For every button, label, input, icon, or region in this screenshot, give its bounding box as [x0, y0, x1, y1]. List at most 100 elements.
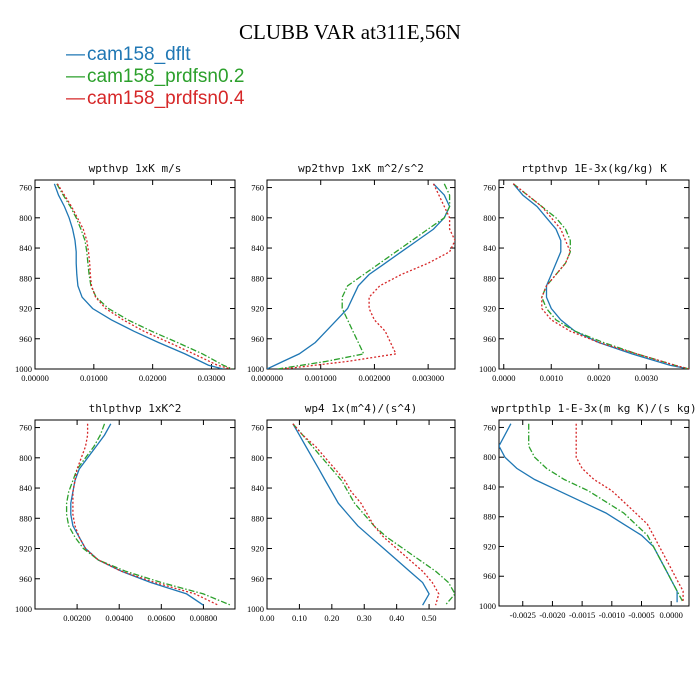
- series-line-cam158_prdfsn0.2: [277, 183, 451, 369]
- y-tick-label: 800: [19, 453, 32, 463]
- x-tick-label: 0.003000: [412, 373, 444, 383]
- y-tick-label: 760: [483, 422, 496, 432]
- series-line-cam158_prdfsn0.2: [512, 183, 689, 369]
- legend-label: cam158_dflt: [87, 44, 191, 65]
- y-tick-label: 920: [19, 304, 32, 314]
- legend: — cam158_dflt — cam158_prdfsn0.2 — cam158_p…: [66, 44, 244, 110]
- y-tick-label: 760: [251, 423, 264, 433]
- y-tick-label: 800: [19, 213, 32, 223]
- series-line-cam158_prdfsn0.2: [56, 183, 233, 369]
- panel-title: rtpthvp 1E-3x(kg/kg) K: [521, 162, 667, 175]
- y-tick-label: 760: [19, 423, 32, 433]
- y-tick-label: 1000: [479, 364, 496, 374]
- x-tick-label: -0.0020: [539, 610, 565, 620]
- x-tick-label: 0.01000: [80, 373, 108, 383]
- y-tick-label: 960: [19, 334, 32, 344]
- x-tick-label: -0.0010: [599, 610, 625, 620]
- y-tick-label: 800: [483, 213, 496, 223]
- x-tick-label: 0.03000: [198, 373, 226, 383]
- y-tick-label: 1000: [247, 604, 264, 614]
- x-tick-label: 0.000000: [251, 373, 283, 383]
- y-tick-label: 840: [19, 243, 32, 253]
- series-line-cam158_dflt: [292, 423, 430, 606]
- panel-title: wp4 1x(m^4)/(s^4): [305, 402, 418, 415]
- series-line-cam158_prdfsn0.2: [65, 423, 232, 606]
- y-tick-label: 880: [251, 513, 264, 523]
- series-line-cam158_prdfsn0.2: [292, 423, 455, 606]
- y-tick-label: 880: [251, 273, 264, 283]
- plot-frame: [498, 419, 690, 607]
- legend-entry-dflt: — cam158_dflt: [66, 44, 244, 66]
- legend-line-icon: —: [66, 44, 85, 65]
- panel-title: thlpthvp 1xK^2: [89, 402, 182, 415]
- x-tick-label: 0.00400: [105, 613, 133, 623]
- plot-frame: [266, 179, 456, 370]
- series-line-cam158_prdfsn0.2: [528, 423, 684, 603]
- series-line-cam158_dflt: [70, 423, 204, 606]
- plot-frame: [498, 179, 690, 370]
- y-tick-label: 920: [251, 304, 264, 314]
- y-tick-label: 800: [251, 453, 264, 463]
- series-line-cam158_dflt: [53, 183, 224, 369]
- series-line-cam158_prdfsn0.4: [283, 183, 455, 369]
- y-tick-label: 880: [483, 512, 496, 522]
- x-tick-label: 0.40: [389, 613, 404, 623]
- x-tick-label: -0.0005: [628, 610, 654, 620]
- y-tick-label: 800: [483, 452, 496, 462]
- y-tick-label: 840: [483, 243, 496, 253]
- x-tick-label: 0.00: [260, 613, 275, 623]
- y-tick-label: 960: [19, 574, 32, 584]
- panel-title: wpthvp 1xK m/s: [89, 162, 182, 175]
- x-tick-label: 0.002000: [358, 373, 390, 383]
- y-tick-label: 1000: [247, 364, 264, 374]
- y-tick-label: 840: [251, 483, 264, 493]
- panel-title: wp2thvp 1xK m^2/s^2: [298, 162, 424, 175]
- legend-label: cam158_prdfsn0.4: [87, 88, 245, 109]
- x-tick-label: 0.001000: [305, 373, 337, 383]
- x-tick-label: 0.00800: [190, 613, 218, 623]
- y-tick-label: 960: [251, 334, 264, 344]
- x-tick-label: 0.10: [292, 613, 307, 623]
- x-tick-label: 0.0000: [492, 373, 515, 383]
- y-tick-label: 880: [19, 273, 32, 283]
- series-line-cam158_prdfsn0.4: [72, 423, 219, 606]
- y-tick-label: 760: [251, 183, 264, 193]
- y-tick-label: 760: [19, 183, 32, 193]
- y-tick-label: 960: [251, 574, 264, 584]
- y-tick-label: 840: [251, 243, 264, 253]
- x-tick-label: 0.00600: [148, 613, 176, 623]
- x-tick-label: 0.02000: [139, 373, 167, 383]
- chart-panel-3: rtpthvp 1E-3x(kg/kg) K 760 800 840 880 920 960…: [479, 162, 690, 383]
- chart-panel-5: wp4 1x(m^4)/(s^4)76080084088092096010000…: [247, 402, 456, 623]
- y-tick-label: 1000: [479, 601, 496, 611]
- chart-panel-1: wpthvp 1xK m/s 760 800 840 880 920 960 10000.00…: [15, 162, 236, 383]
- y-tick-label: 920: [19, 544, 32, 554]
- series-line-cam158_prdfsn0.4: [575, 423, 684, 603]
- legend-label: cam158_prdfsn0.2: [87, 66, 245, 87]
- y-tick-label: 920: [251, 544, 264, 554]
- y-tick-label: 1000: [15, 604, 32, 614]
- y-tick-label: 760: [483, 183, 496, 193]
- chart-panel-6: wprtpthlp 1-E-3x(m kg K)/(s kg) 760 800 840…: [479, 402, 697, 620]
- x-tick-label: 0.20: [324, 613, 339, 623]
- x-tick-label: 0.0020: [587, 373, 610, 383]
- legend-entry-prdfsn04: — cam158_prdfsn0.4: [66, 88, 244, 110]
- series-line-cam158_prdfsn0.4: [56, 183, 232, 369]
- x-tick-label: -0.0025: [510, 610, 536, 620]
- x-tick-label: 0.30: [357, 613, 372, 623]
- y-tick-label: 880: [19, 513, 32, 523]
- chart-panel-4: thlpthvp 1xK^2 760 800 840 880 920 960 1000 0.00…: [15, 402, 236, 623]
- y-tick-label: 920: [483, 304, 496, 314]
- x-tick-label: 0.0030: [635, 373, 658, 383]
- legend-line-icon: —: [66, 66, 85, 87]
- series-line-cam158_prdfsn0.4: [512, 183, 689, 369]
- legend-entry-prdfsn02: — cam158_prdfsn0.2: [66, 66, 244, 88]
- panel-title: wprtpthlp 1-E-3x(m kg K)/(s kg): [491, 402, 696, 415]
- y-tick-label: 1000: [15, 364, 32, 374]
- series-line-cam158_dflt: [267, 183, 451, 369]
- x-tick-label: 0.00200: [63, 613, 91, 623]
- y-tick-label: 840: [483, 482, 496, 492]
- chart-panel-2: wp2thvp 1xK m^2/s^2 760 800 840 880 920 960 100…: [247, 162, 456, 383]
- series-line-cam158_dflt: [499, 423, 678, 603]
